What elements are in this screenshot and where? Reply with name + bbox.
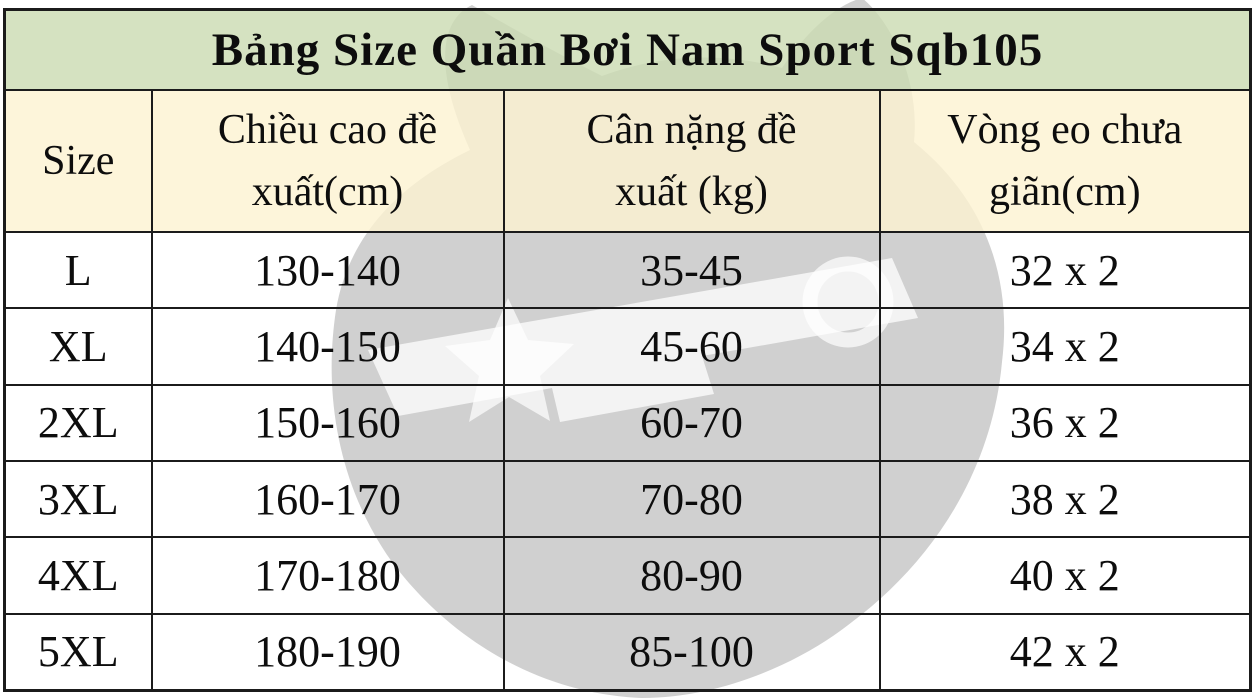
column-header-height-line2: xuất(cm) bbox=[251, 169, 404, 215]
weight-cell: 70-80 bbox=[502, 459, 881, 539]
weight-cell: 60-70 bbox=[502, 383, 881, 462]
table-row: 5XL 180-190 85-100 42 x 2 bbox=[3, 612, 1252, 692]
size-cell: XL bbox=[3, 307, 153, 386]
column-header-size: Size bbox=[3, 89, 153, 233]
height-cell: 150-160 bbox=[150, 383, 505, 462]
height-cell: 140-150 bbox=[150, 307, 505, 386]
weight-cell: 45-60 bbox=[502, 307, 881, 386]
table-title-row: Bảng Size Quần Bơi Nam Sport Sqb105 bbox=[3, 8, 1252, 91]
height-cell: 130-140 bbox=[150, 230, 505, 310]
height-cell: 170-180 bbox=[150, 536, 505, 615]
column-header-height: Chiều cao đề xuất(cm) bbox=[150, 89, 505, 233]
waist-cell: 38 x 2 bbox=[878, 459, 1252, 539]
column-header-weight: Cân nặng đề xuất (kg) bbox=[502, 89, 881, 233]
column-header-height-line1: Chiều cao đề bbox=[217, 107, 438, 153]
waist-cell: 40 x 2 bbox=[878, 536, 1252, 615]
table-row: 4XL 170-180 80-90 40 x 2 bbox=[3, 536, 1252, 615]
size-cell: 2XL bbox=[3, 383, 153, 462]
table-row: L 130-140 35-45 32 x 2 bbox=[3, 230, 1252, 310]
table-row: XL 140-150 45-60 34 x 2 bbox=[3, 307, 1252, 386]
size-chart-table: Bảng Size Quần Bơi Nam Sport Sqb105 Size… bbox=[3, 8, 1253, 692]
size-cell: 5XL bbox=[3, 612, 153, 692]
height-cell: 160-170 bbox=[150, 459, 505, 539]
waist-cell: 34 x 2 bbox=[878, 307, 1252, 386]
table-title: Bảng Size Quần Bơi Nam Sport Sqb105 bbox=[3, 8, 1252, 91]
weight-cell: 80-90 bbox=[502, 536, 881, 615]
size-cell: 4XL bbox=[3, 536, 153, 615]
column-header-weight-line1: Cân nặng đề bbox=[586, 107, 797, 153]
waist-cell: 32 x 2 bbox=[878, 230, 1252, 310]
column-header-weight-line2: xuất (kg) bbox=[615, 169, 768, 215]
height-cell: 180-190 bbox=[150, 612, 505, 692]
column-header-size-line1: Size bbox=[42, 138, 115, 184]
column-header-waist: Vòng eo chưa giãn(cm) bbox=[878, 89, 1252, 233]
size-cell: 3XL bbox=[3, 459, 153, 539]
waist-cell: 36 x 2 bbox=[878, 383, 1252, 462]
size-cell: L bbox=[3, 230, 153, 310]
column-header-waist-line2: giãn(cm) bbox=[988, 169, 1141, 215]
table-row: 3XL 160-170 70-80 38 x 2 bbox=[3, 459, 1252, 539]
waist-cell: 42 x 2 bbox=[878, 612, 1252, 692]
table-row: 2XL 150-160 60-70 36 x 2 bbox=[3, 383, 1252, 462]
weight-cell: 35-45 bbox=[502, 230, 881, 310]
table-header-row: Size Chiều cao đề xuất(cm) Cân nặng đề x… bbox=[3, 89, 1252, 233]
weight-cell: 85-100 bbox=[502, 612, 881, 692]
column-header-waist-line1: Vòng eo chưa bbox=[947, 107, 1183, 153]
